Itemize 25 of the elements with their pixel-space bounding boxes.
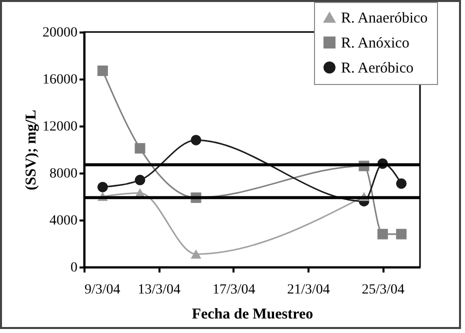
x-tick-label: 21/3/04: [287, 282, 330, 298]
point: [134, 143, 146, 154]
x-tick-label: 9/3/04: [84, 282, 120, 298]
point: [97, 182, 108, 192]
y-tick-label: 0: [70, 260, 78, 276]
legend-label: R. Anaeróbico: [341, 10, 428, 26]
point: [97, 66, 108, 76]
y-tick-label: 16000: [42, 72, 78, 88]
y-tick-label: 4000: [50, 214, 78, 228]
y-tick-label: 20000: [42, 26, 78, 40]
legend-label: R. Anóxico: [341, 36, 410, 52]
point: [190, 134, 202, 146]
point: [396, 228, 407, 240]
point: [134, 174, 146, 186]
y-tick-label: 8000: [50, 166, 78, 182]
x-tick-label: 13/3/04: [138, 282, 181, 298]
x-tick-label: 17/3/04: [212, 282, 256, 298]
x-axis-title: Fecha de Muestreo: [192, 306, 314, 322]
point: [377, 228, 388, 240]
point: [190, 250, 202, 259]
x-tick-label: 25/3/04: [362, 282, 405, 298]
point: [396, 178, 407, 189]
y-tick-label: 12000: [42, 120, 78, 134]
y-axis-title: (SSV); mg/L: [24, 110, 40, 190]
legend-label: R. Aeróbico: [341, 60, 414, 76]
